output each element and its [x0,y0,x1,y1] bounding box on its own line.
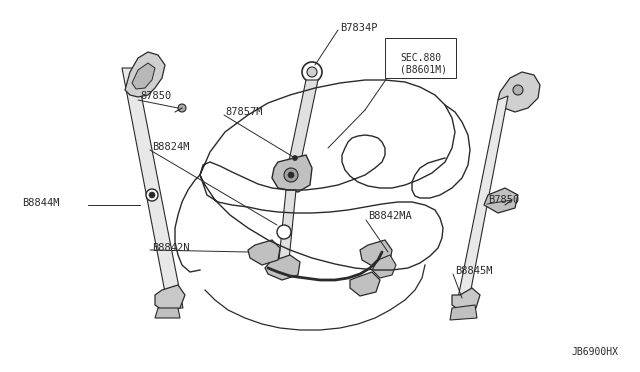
Text: 87850: 87850 [140,91,172,101]
Polygon shape [248,240,280,265]
Text: (B8601M): (B8601M) [400,65,447,75]
Circle shape [292,155,298,160]
Polygon shape [278,190,296,270]
Polygon shape [122,68,183,308]
Circle shape [288,172,294,178]
Text: B8824M: B8824M [152,142,189,152]
Polygon shape [132,63,155,89]
Text: JB6900HX: JB6900HX [571,347,618,357]
Text: B8842MA: B8842MA [368,211,412,221]
Text: B8845M: B8845M [455,266,493,276]
Polygon shape [372,255,396,278]
Polygon shape [452,288,480,312]
Text: B7850: B7850 [488,195,519,205]
Circle shape [302,62,322,82]
Circle shape [307,67,317,77]
Polygon shape [498,72,540,112]
Text: B8842N: B8842N [152,243,189,253]
Text: SEC.880: SEC.880 [400,53,441,63]
Text: 87857M: 87857M [225,107,262,117]
Circle shape [146,189,158,201]
Polygon shape [484,188,518,213]
Polygon shape [450,305,477,320]
Text: B8844M: B8844M [22,198,60,208]
Circle shape [178,104,186,112]
Text: B7834P: B7834P [340,23,378,33]
Polygon shape [155,285,185,312]
Circle shape [507,195,517,205]
Polygon shape [155,308,180,318]
Circle shape [284,168,298,182]
Circle shape [513,85,523,95]
Circle shape [149,192,155,198]
Polygon shape [272,155,312,192]
Polygon shape [125,52,165,97]
Polygon shape [350,272,380,296]
Circle shape [277,225,291,239]
Polygon shape [265,255,300,280]
Polygon shape [360,240,392,267]
Polygon shape [286,80,318,175]
Polygon shape [456,96,508,308]
